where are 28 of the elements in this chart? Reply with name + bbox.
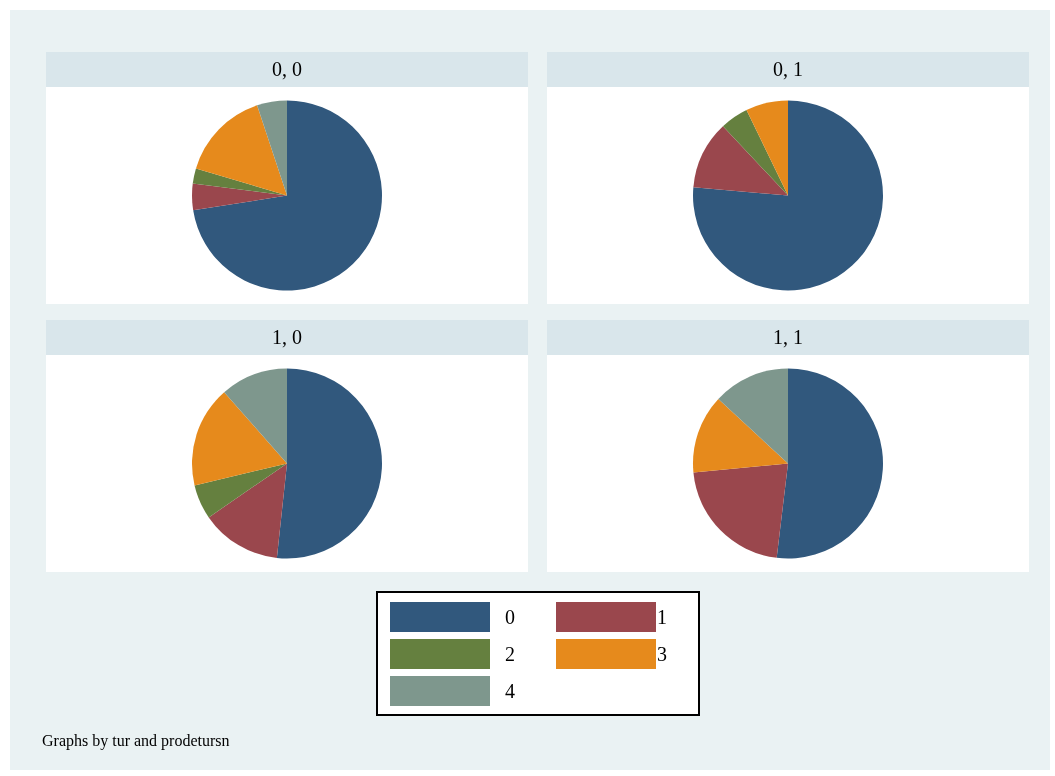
- chart-title: 1, 0: [46, 320, 528, 355]
- pie-slice: [193, 100, 382, 291]
- pie-slice: [746, 100, 788, 196]
- pie-slice: [195, 105, 287, 196]
- pie-slice: [693, 463, 788, 558]
- pie-slice: [194, 463, 287, 518]
- pie-slice: [776, 368, 883, 559]
- pie-slice: [257, 100, 287, 196]
- chart-title: 0, 0: [46, 52, 528, 87]
- pie-slice: [276, 368, 382, 559]
- text: Graphs by tur and prodetursn: [42, 732, 230, 750]
- pie-slice: [693, 398, 788, 473]
- pie-slice: [693, 100, 883, 291]
- legend-label: 1: [657, 605, 667, 629]
- legend-label: 4: [505, 679, 515, 703]
- pie-slice: [224, 368, 287, 464]
- pie-slice: [693, 126, 788, 196]
- pie-slice: [208, 463, 287, 558]
- pie-slice: [192, 392, 287, 486]
- chart-title: 0, 1: [547, 52, 1029, 87]
- pie-slice: [722, 110, 788, 196]
- pie-slice: [192, 168, 287, 196]
- legend-label: 3: [657, 642, 667, 666]
- legend-label: 2: [505, 642, 515, 666]
- pie-slice: [192, 183, 287, 211]
- pie-slice: [718, 368, 788, 464]
- legend-label: 0: [505, 605, 515, 629]
- chart-title: 1, 1: [547, 320, 1029, 355]
